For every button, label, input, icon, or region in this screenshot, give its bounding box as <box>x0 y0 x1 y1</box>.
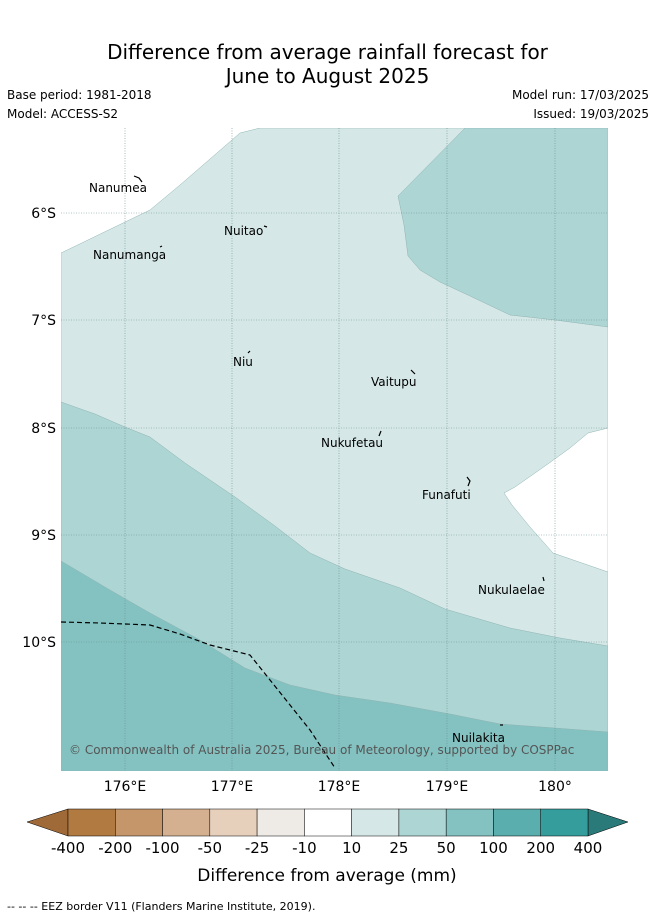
lat-label-9s: 9°S <box>31 528 56 544</box>
legend-color-box <box>445 808 494 837</box>
lon-label-178e: 178°E <box>318 779 361 795</box>
island-label-nuitao: Nuitao <box>224 224 263 238</box>
island-label-niu: Niu <box>233 355 253 369</box>
legend-color-box <box>398 808 447 837</box>
legend-color-box <box>351 808 400 837</box>
legend-title: Difference from average (mm) <box>197 866 456 886</box>
copyright-notice: © Commonwealth of Australia 2025, Bureau… <box>69 743 574 757</box>
legend-tick-label: -100 <box>146 839 180 857</box>
legend-tick-label: 10 <box>342 839 361 857</box>
chart-title: Difference from average rainfall forecas… <box>0 40 655 88</box>
legend-tick-label: -25 <box>245 839 270 857</box>
eez-border-line <box>61 621 336 769</box>
model-run: Model run: 17/03/2025 <box>511 88 649 102</box>
legend-color-box <box>256 808 305 837</box>
region-50-to-100 <box>61 560 608 771</box>
lat-label-6s: 6°S <box>31 206 56 222</box>
grid-lines <box>61 128 608 771</box>
issued-date: Issued: 19/03/2025 <box>533 107 649 121</box>
island-label-funafuti: Funafuti <box>422 488 471 502</box>
lon-label-177e: 177°E <box>211 779 254 795</box>
lon-label-176e: 176°E <box>104 779 147 795</box>
base-period: Base period: 1981-2018 <box>7 88 152 102</box>
legend-color-box <box>304 808 352 837</box>
model-name: Model: ACCESS-S2 <box>7 107 119 121</box>
island-label-nuilakita: Nuilakita <box>452 731 505 745</box>
color-legend: -400 -200 -100 -50 -25 -10 10 25 50 100 200 400 Dif… <box>26 808 629 886</box>
legend-tick-label: -200 <box>98 839 132 857</box>
region-25-to-50-northeast <box>397 128 608 328</box>
legend-color-box <box>209 808 258 837</box>
legend-tick-label: -50 <box>198 839 223 857</box>
legend-tick-label: -10 <box>292 839 317 857</box>
lat-label-7s: 7°S <box>31 313 56 329</box>
legend-tick-label: 50 <box>437 839 456 857</box>
lat-label-10s: 10°S <box>22 635 56 651</box>
island-label-vaitupu: Vaitupu <box>371 375 417 389</box>
map-area: Nanumea Nuitao Nanumanga Niu Vaitupu Nuk… <box>61 128 608 771</box>
legend-tick-label: 25 <box>389 839 408 857</box>
region-neutral-east <box>503 427 608 573</box>
island-label-nanumea: Nanumea <box>89 181 147 195</box>
island-label-nanumanga: Nanumanga <box>93 248 166 262</box>
legend-tick-label: 200 <box>526 839 555 857</box>
legend-tick-label: 100 <box>479 839 508 857</box>
island-marks <box>133 175 545 726</box>
legend-color-box <box>67 808 116 837</box>
title-line-2: June to August 2025 <box>225 64 430 88</box>
title-line-1: Difference from average rainfall forecas… <box>107 40 548 64</box>
lat-label-8s: 8°S <box>31 421 56 437</box>
lon-label-179e: 179°E <box>426 779 469 795</box>
legend-color-box <box>493 808 541 837</box>
eez-footnote: -- -- -- EEZ border V11 (Flanders Marine… <box>7 900 316 913</box>
island-label-nukulaelae: Nukulaelae <box>478 583 545 597</box>
island-label-nukufetau: Nukufetau <box>321 436 383 450</box>
legend-tick-label: 400 <box>574 839 603 857</box>
lon-label-180: 180° <box>538 779 572 795</box>
legend-tick-label: -400 <box>51 839 85 857</box>
legend-over-arrow <box>587 808 629 837</box>
legend-under-arrow <box>26 808 69 837</box>
legend-color-box <box>540 808 589 837</box>
legend-color-box <box>162 808 211 837</box>
legend-color-box <box>115 808 163 837</box>
